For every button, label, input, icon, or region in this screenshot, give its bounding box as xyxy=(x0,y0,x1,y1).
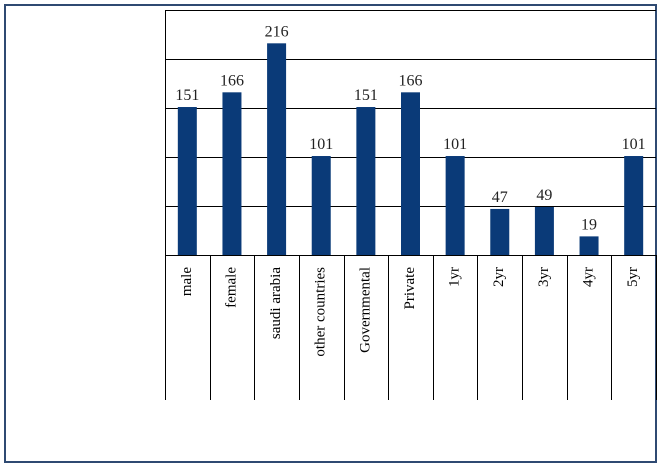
data-label: 216 xyxy=(265,23,289,40)
data-label: 19 xyxy=(581,216,597,233)
value-labels: 151 166 216 101 151 166 101 47 49 19 101 xyxy=(175,23,645,233)
bar xyxy=(624,156,644,255)
bar xyxy=(490,208,510,255)
bars xyxy=(177,43,644,256)
gridlines xyxy=(165,10,656,400)
category-label: female xyxy=(223,267,239,308)
data-label: 151 xyxy=(175,87,199,104)
category-label: Private xyxy=(402,267,418,310)
data-label: 47 xyxy=(492,189,508,206)
category-label: Governmental xyxy=(357,267,373,353)
data-label: 101 xyxy=(622,136,646,153)
category-label: 3yr xyxy=(536,267,552,287)
data-label: 101 xyxy=(443,136,467,153)
category-label: other countries xyxy=(313,267,329,357)
bar xyxy=(445,156,465,255)
category-axis: male female saudi arabia other countries Gov… xyxy=(179,255,657,400)
bar xyxy=(222,92,242,255)
data-label: 151 xyxy=(354,87,378,104)
bar xyxy=(579,236,599,255)
bar xyxy=(267,43,287,255)
bar xyxy=(401,92,420,255)
category-label: 1yr xyxy=(447,267,463,287)
category-label: 2yr xyxy=(491,267,507,287)
category-label: 4yr xyxy=(580,267,596,287)
category-label: male xyxy=(179,267,195,296)
data-label: 166 xyxy=(399,72,423,89)
category-label: saudi arabia xyxy=(268,267,284,339)
data-label: 49 xyxy=(536,187,552,204)
category-label: 5yr xyxy=(625,267,641,287)
bar xyxy=(311,156,331,255)
bar xyxy=(177,107,197,256)
data-label: 166 xyxy=(220,72,244,89)
bar xyxy=(534,206,554,255)
data-label: 101 xyxy=(309,136,333,153)
bar xyxy=(356,107,376,256)
